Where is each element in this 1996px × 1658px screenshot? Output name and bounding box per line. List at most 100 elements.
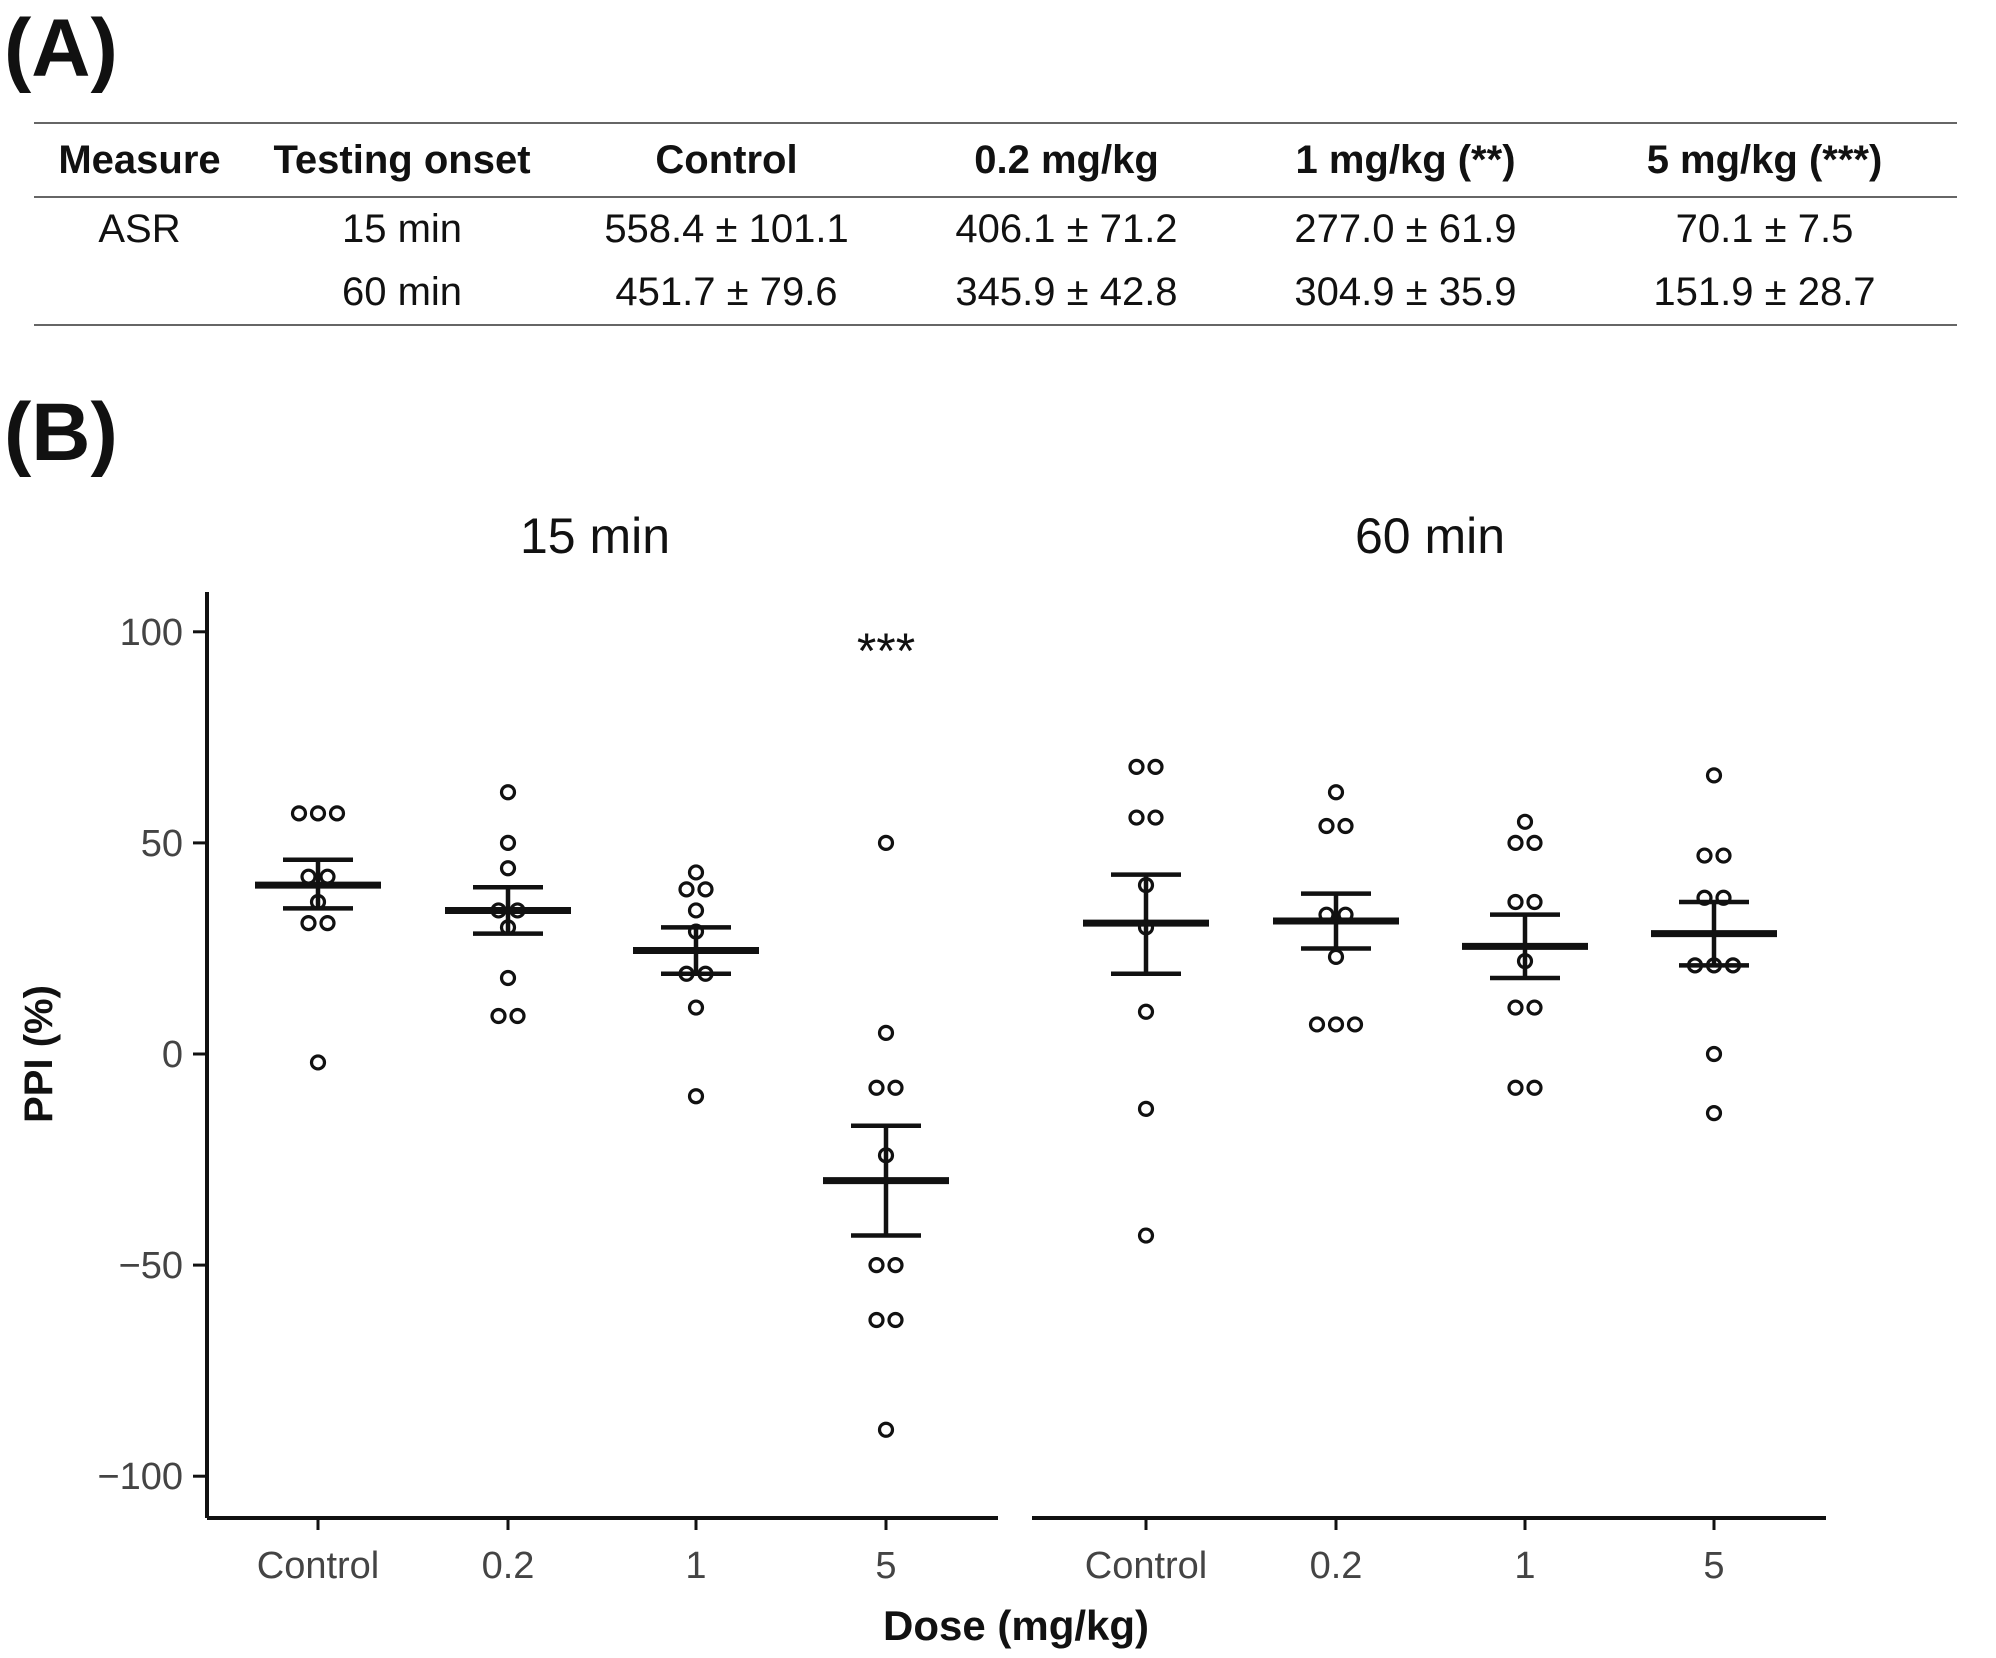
- data-point: [1507, 893, 1524, 911]
- panel-title: 15 min: [520, 508, 670, 564]
- y-tick-label: 100: [120, 612, 183, 654]
- table-cell: 277.0 ± 61.9: [1294, 207, 1517, 251]
- x-tick-label: 1: [1514, 1545, 1535, 1587]
- data-point: [1705, 1045, 1723, 1063]
- data-point: [1337, 817, 1354, 835]
- data-point: [687, 902, 705, 919]
- data-point: [319, 915, 336, 932]
- data-point: [877, 1421, 895, 1438]
- y-tick-label: 50: [141, 823, 183, 865]
- data-point: [1137, 1100, 1155, 1117]
- table-header-row: Measure Testing onset Control 0.2 mg/kg …: [34, 122, 1957, 198]
- data-point: [1327, 948, 1345, 965]
- x-tick-label: Control: [257, 1545, 380, 1587]
- data-point: [1526, 1079, 1543, 1096]
- data-point: [1147, 758, 1164, 776]
- data-point: [1507, 1079, 1524, 1096]
- data-point: [1137, 1003, 1155, 1020]
- table-cell: 406.1 ± 71.2: [955, 207, 1178, 251]
- data-point: [687, 864, 705, 881]
- data-point: [1526, 834, 1543, 852]
- ppi-dot-plot: 100 50 0 −50 −100 PPI (%) Dose (mg/kg) 15 min Co…: [17, 508, 1826, 1649]
- y-axis-label: PPI (%): [17, 985, 61, 1123]
- data-point: [300, 868, 317, 885]
- data-point: [499, 834, 517, 852]
- data-point: [887, 1079, 904, 1096]
- data-point: [309, 1054, 327, 1071]
- header-cell: Measure: [34, 122, 245, 198]
- data-point: [887, 1311, 904, 1329]
- data-point: [1705, 1105, 1723, 1122]
- data-point: [328, 805, 346, 822]
- table-cell: 558.4 ± 101.1: [604, 207, 849, 251]
- table-cell: ASR: [98, 207, 181, 251]
- data-point: [1705, 767, 1723, 784]
- table-row: ASR 15 min 558.4 ± 101.1 406.1 ± 71.2 27…: [34, 197, 1957, 261]
- data-point: [1128, 809, 1145, 826]
- data-point: [499, 784, 517, 801]
- panel-title: 60 min: [1355, 508, 1505, 564]
- data-point: [490, 1007, 507, 1025]
- data-point: [319, 868, 336, 885]
- table-cell: 15 min: [341, 207, 463, 251]
- data-point: [499, 969, 517, 987]
- data-point: [868, 1079, 885, 1096]
- significance-annotation: ***: [857, 623, 915, 679]
- data-point: [1128, 758, 1145, 776]
- x-tick-label: 0.2: [482, 1545, 535, 1587]
- x-tick-label: 5: [1703, 1545, 1724, 1587]
- data-point: [509, 1007, 526, 1025]
- x-tick-label: 0.2: [1310, 1545, 1363, 1587]
- data-point: [1346, 1016, 1364, 1033]
- header-cell: Control: [559, 122, 894, 198]
- data-point: [877, 834, 895, 852]
- header-cell: Testing onset: [245, 122, 559, 198]
- table-cell: 70.1 ± 7.5: [1675, 207, 1854, 251]
- table-cell: 151.9 ± 28.7: [1572, 261, 1957, 326]
- data-point: [1137, 1227, 1155, 1244]
- data-point: [1147, 809, 1164, 826]
- asr-table: Measure Testing onset Control 0.2 mg/kg …: [34, 122, 1957, 326]
- y-tick-label: −50: [119, 1245, 183, 1287]
- data-point: [868, 1311, 885, 1329]
- data-point: [1526, 999, 1543, 1016]
- data-point: [877, 1024, 895, 1041]
- data-point: [290, 805, 308, 822]
- data-point: [1308, 1016, 1326, 1033]
- header-cell: 1 mg/kg (**): [1239, 122, 1572, 198]
- y-tick-label: −100: [97, 1456, 183, 1498]
- data-point: [309, 805, 327, 822]
- data-point: [887, 1256, 904, 1274]
- data-point: [1507, 834, 1524, 852]
- data-point: [1507, 999, 1524, 1016]
- table-cell: [34, 261, 245, 326]
- table-row: 60 min 451.7 ± 79.6 345.9 ± 42.8 304.9 ±…: [34, 261, 1957, 326]
- table-cell: 60 min: [245, 261, 559, 326]
- data-point: [697, 881, 714, 898]
- header-cell: 0.2 mg/kg: [894, 122, 1239, 198]
- table-cell: 345.9 ± 42.8: [894, 261, 1239, 326]
- data-point: [687, 999, 705, 1016]
- data-point: [1327, 784, 1345, 801]
- data-point: [868, 1256, 885, 1274]
- data-point: [1715, 847, 1732, 864]
- x-tick-label: 5: [875, 1545, 896, 1587]
- header-cell: 5 mg/kg (***): [1572, 122, 1957, 198]
- x-tick-label: 1: [685, 1545, 706, 1587]
- data-point: [1318, 817, 1335, 835]
- table-cell: 304.9 ± 35.9: [1239, 261, 1572, 326]
- x-axis-label: Dose (mg/kg): [883, 1602, 1149, 1649]
- data-point: [300, 915, 317, 932]
- y-tick-label: 0: [162, 1034, 183, 1076]
- panel-b-label: (B): [4, 387, 118, 478]
- data-point: [678, 881, 695, 898]
- data-point: [1327, 1016, 1345, 1033]
- data-point: [499, 860, 517, 877]
- data-point: [1526, 893, 1543, 911]
- data-point: [687, 1088, 705, 1105]
- data-point: [1696, 847, 1713, 864]
- x-tick-label: Control: [1085, 1545, 1208, 1587]
- table-cell: 451.7 ± 79.6: [559, 261, 894, 326]
- panel-a-label: (A): [4, 3, 118, 94]
- data-point: [1516, 813, 1534, 830]
